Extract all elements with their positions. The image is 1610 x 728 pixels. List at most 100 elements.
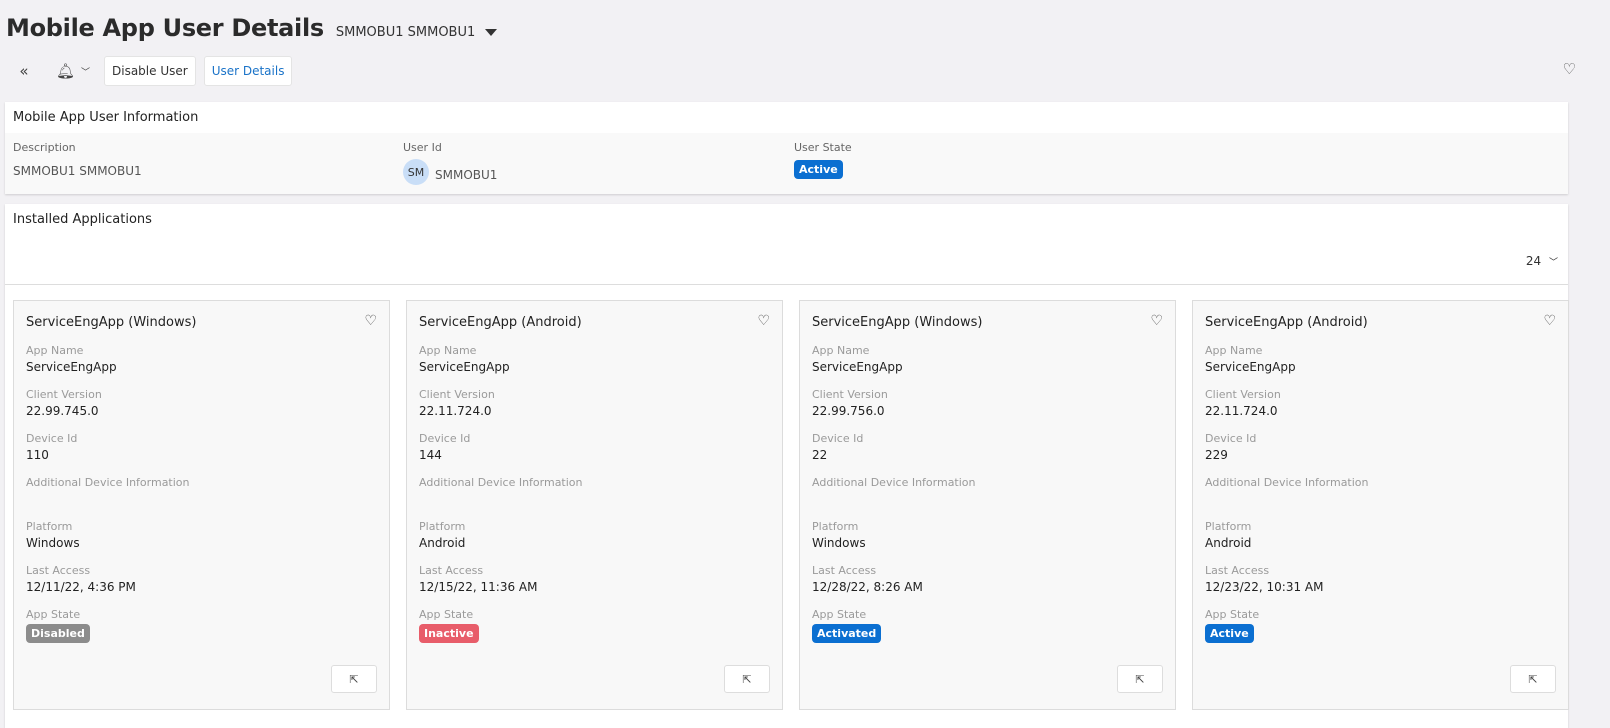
field-value: Android bbox=[419, 536, 466, 550]
field-value: ServiceEngApp bbox=[26, 360, 117, 374]
status-badge: Disabled bbox=[26, 624, 90, 643]
field-last_access: Last Access 12/15/22, 11:36 AM bbox=[419, 564, 770, 608]
field-label: Description bbox=[13, 141, 76, 154]
record-selector[interactable]: SMMOBU1 SMMOBU1 bbox=[335, 25, 498, 40]
user-information-panel: Mobile App User Information Description … bbox=[5, 102, 1568, 194]
field-value: ServiceEngApp bbox=[419, 360, 510, 374]
field-device_id: Device Id 110 bbox=[26, 432, 377, 476]
caret-down-icon bbox=[485, 29, 498, 36]
favorite-heart-icon[interactable]: ♡ bbox=[1543, 313, 1556, 329]
field-label: Client Version bbox=[26, 388, 102, 401]
field-value: ServiceEngApp bbox=[1205, 360, 1296, 374]
field-value: 22.99.756.0 bbox=[812, 404, 885, 418]
page-title: Mobile App User Details bbox=[6, 14, 324, 42]
page-size-selector[interactable]: 24 ﹀ bbox=[1526, 254, 1558, 268]
field-label: App Name bbox=[26, 344, 84, 357]
field-value: Android bbox=[1205, 536, 1252, 550]
app-card-list: ServiceEngApp (Windows) ♡ App Name ServiceE… bbox=[13, 300, 1569, 710]
field-value: ServiceEngApp bbox=[812, 360, 903, 374]
field-value: 12/15/22, 11:36 AM bbox=[419, 580, 538, 594]
field-label: App State bbox=[26, 608, 81, 621]
field-app-state: App State Disabled bbox=[26, 608, 377, 652]
app-card: ServiceEngApp (Windows) ♡ App Name ServiceE… bbox=[799, 300, 1176, 710]
field-value: Windows bbox=[812, 536, 866, 550]
field-label: App State bbox=[812, 608, 867, 621]
field-label: App Name bbox=[419, 344, 477, 357]
field-label: Last Access bbox=[1205, 564, 1270, 577]
field-value: 229 bbox=[1205, 448, 1228, 462]
back-icon[interactable]: « bbox=[19, 62, 29, 80]
card-title: ServiceEngApp (Android) bbox=[1205, 315, 1368, 330]
card-title: ServiceEngApp (Windows) bbox=[26, 315, 197, 330]
arrow-up-right-icon: ⇱ bbox=[742, 672, 752, 686]
field-value: 12/28/22, 8:26 AM bbox=[812, 580, 923, 594]
field-value: 110 bbox=[26, 448, 49, 462]
open-details-button[interactable]: ⇱ bbox=[331, 665, 377, 693]
field-app_name: App Name ServiceEngApp bbox=[26, 344, 377, 388]
field-label: Device Id bbox=[419, 432, 471, 445]
field-label: Device Id bbox=[1205, 432, 1257, 445]
chevron-down-icon: ﹀ bbox=[1548, 258, 1558, 268]
user-details-button[interactable]: User Details bbox=[203, 56, 293, 86]
open-details-button[interactable]: ⇱ bbox=[1117, 665, 1163, 693]
field-app-state: App State Activated bbox=[812, 608, 1163, 652]
field-client_version: Client Version 22.99.745.0 bbox=[26, 388, 377, 432]
status-badge: Active bbox=[794, 160, 843, 179]
card-title: ServiceEngApp (Android) bbox=[419, 315, 582, 330]
field-value: 22 bbox=[812, 448, 828, 462]
field-last_access: Last Access 12/23/22, 10:31 AM bbox=[1205, 564, 1556, 608]
page-size-value: 24 bbox=[1525, 254, 1542, 268]
field-last_access: Last Access 12/28/22, 8:26 AM bbox=[812, 564, 1163, 608]
field-app-state: App State Active bbox=[1205, 608, 1556, 652]
user-state-field: User State Active bbox=[794, 141, 852, 179]
installed-applications-panel: Installed Applications 24 ﹀ ServiceEngAp… bbox=[5, 204, 1569, 728]
field-label: User Id bbox=[403, 141, 442, 154]
status-badge: Activated bbox=[812, 624, 882, 643]
field-value: 12/11/22, 4:36 PM bbox=[26, 580, 136, 594]
field-value: 22.11.724.0 bbox=[1205, 404, 1278, 418]
field-app_name: App Name ServiceEngApp bbox=[812, 344, 1163, 388]
record-name: SMMOBU1 SMMOBU1 bbox=[335, 25, 476, 40]
field-label: User State bbox=[794, 141, 852, 154]
field-platform: Platform Android bbox=[1205, 520, 1556, 564]
status-badge: Active bbox=[1205, 624, 1254, 643]
favorite-heart-icon[interactable]: ♡ bbox=[1562, 60, 1576, 78]
field-label: Platform bbox=[812, 520, 859, 533]
field-app-state: App State Inactive bbox=[419, 608, 770, 652]
favorite-heart-icon[interactable]: ♡ bbox=[757, 313, 770, 329]
field-value: 22.99.745.0 bbox=[26, 404, 99, 418]
open-details-button[interactable]: ⇱ bbox=[724, 665, 770, 693]
card-title: ServiceEngApp (Windows) bbox=[812, 315, 983, 330]
field-label: Device Id bbox=[812, 432, 864, 445]
field-platform: Platform Windows bbox=[812, 520, 1163, 564]
field-label: Last Access bbox=[26, 564, 91, 577]
open-details-button[interactable]: ⇱ bbox=[1510, 665, 1556, 693]
app-card: ServiceEngApp (Android) ♡ App Name ServiceE… bbox=[406, 300, 783, 710]
field-last_access: Last Access 12/11/22, 4:36 PM bbox=[26, 564, 377, 608]
toolbar: « 🔔︎ ﹀ Disable User User Details bbox=[6, 56, 293, 86]
field-label: Last Access bbox=[812, 564, 877, 577]
field-label: Additional Device Information bbox=[812, 476, 976, 489]
status-badge: Inactive bbox=[419, 624, 479, 643]
field-device_id: Device Id 22 bbox=[812, 432, 1163, 476]
field-label: Platform bbox=[419, 520, 466, 533]
favorite-heart-icon[interactable]: ♡ bbox=[1150, 313, 1163, 329]
field-value: SMMOBU1 SMMOBU1 bbox=[13, 164, 142, 178]
arrow-up-right-icon: ⇱ bbox=[1528, 672, 1538, 686]
field-value: 12/23/22, 10:31 AM bbox=[1205, 580, 1324, 594]
field-client_version: Client Version 22.11.724.0 bbox=[419, 388, 770, 432]
field-label: App Name bbox=[812, 344, 870, 357]
field-label: Device Id bbox=[26, 432, 78, 445]
arrow-up-right-icon: ⇱ bbox=[349, 672, 359, 686]
field-label: Client Version bbox=[419, 388, 495, 401]
field-app_name: App Name ServiceEngApp bbox=[419, 344, 770, 388]
field-label: Client Version bbox=[812, 388, 888, 401]
user-id-field: User Id SM SMMOBU1 bbox=[403, 141, 497, 185]
disable-user-button[interactable]: Disable User bbox=[104, 56, 196, 86]
notification-bell-icon[interactable]: 🔔︎ ﹀ bbox=[55, 62, 91, 80]
field-app_name: App Name ServiceEngApp bbox=[1205, 344, 1556, 388]
arrow-up-right-icon: ⇱ bbox=[1135, 672, 1145, 686]
field-label: Additional Device Information bbox=[419, 476, 583, 489]
field-label: Last Access bbox=[419, 564, 484, 577]
favorite-heart-icon[interactable]: ♡ bbox=[364, 313, 377, 329]
